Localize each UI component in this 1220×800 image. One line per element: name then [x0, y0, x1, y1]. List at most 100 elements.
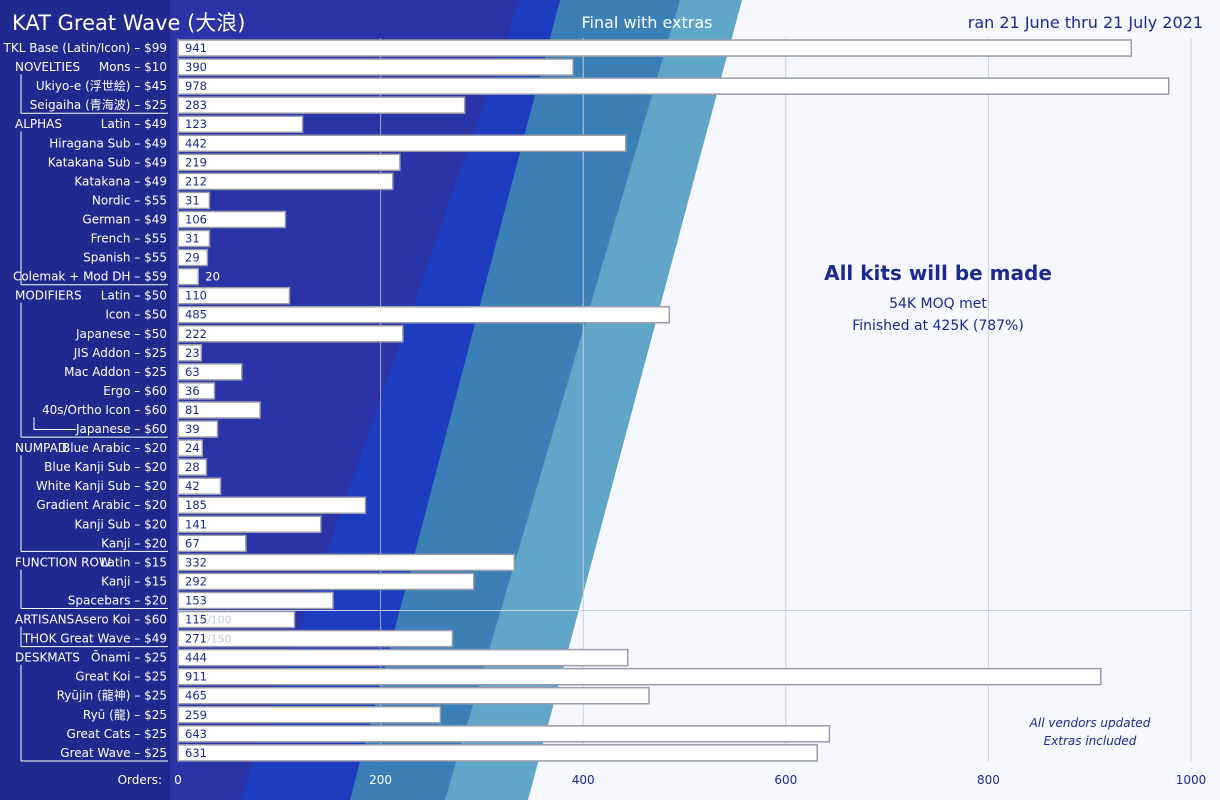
bar-value-label: 81: [185, 403, 200, 417]
row-label: Spanish – $55: [83, 251, 167, 265]
bar: [177, 267, 200, 286]
row-label: Ryū (龍) – $25: [83, 707, 167, 722]
bar-value-label: 29: [185, 251, 200, 265]
x-tick-label: 600: [774, 773, 797, 787]
group-label: ALPHAS: [15, 117, 62, 131]
bar-value-label: 63: [185, 365, 200, 379]
bar-value-label: 283: [185, 98, 207, 112]
bar-value-label: 24: [185, 441, 200, 455]
bar: [177, 706, 442, 724]
bar-row: 643 Great Cats – $25: [67, 725, 831, 743]
row-label: JIS Addon – $25: [73, 346, 167, 360]
footnote-line2: Extras included: [1044, 734, 1137, 748]
bar-value-label: 23: [185, 346, 200, 360]
annotation-headline: All kits will be made: [824, 261, 1052, 285]
bar: [177, 305, 671, 324]
bar: [177, 591, 334, 610]
row-label: Katakana Sub – $49: [48, 155, 167, 169]
bar-value-label: 978: [185, 79, 207, 93]
row-label: Gradient Arabic – $20: [36, 498, 167, 512]
bar-row: 23 JIS Addon – $25: [73, 344, 203, 362]
bar-value-label: 141: [185, 517, 207, 531]
row-label: Blue Arabic – $20: [62, 441, 167, 455]
bar-row: 36 Ergo – $60: [103, 382, 216, 400]
bar-value-label: 185: [185, 498, 207, 512]
bar-row: 106 German – $49: [82, 210, 287, 229]
bar-value-label: 106: [185, 212, 207, 226]
bar-row: 110 Latin – $50 MODIFIERS: [15, 286, 291, 305]
bar: [177, 629, 454, 648]
row-label: Katakana – $49: [74, 174, 167, 188]
bar: [177, 229, 211, 248]
bar: [177, 515, 322, 534]
bar-row: 31 French – $55: [91, 229, 211, 248]
bar: [177, 458, 208, 476]
bar-row: 81 40s/Ortho Icon – $60: [42, 401, 261, 419]
annotation-line2: Finished at 425K (787%): [852, 318, 1024, 334]
bar-value-label: 911: [185, 670, 207, 684]
bar-value-label: 643: [185, 727, 207, 741]
row-label: THOK Great Wave – $49: [22, 632, 167, 646]
bar-row: 631 Great Wave – $25: [60, 744, 818, 762]
bar: [177, 496, 367, 515]
bar-value-label: 20: [205, 270, 220, 284]
bar-row: 442 Hiragana Sub – $49: [49, 134, 627, 153]
group-label: FUNCTION ROW: [15, 555, 111, 569]
bar: [177, 667, 1102, 686]
bar: [177, 648, 629, 667]
bar: [177, 248, 209, 267]
bar-value-label: 941: [185, 41, 207, 55]
bar: [177, 420, 219, 438]
bar-value-label: 465: [185, 689, 207, 703]
bar: [177, 210, 287, 229]
bar: [177, 401, 261, 419]
bar-row: 20 Colemak + Mod DH – $59: [13, 267, 220, 286]
row-label: Kanji – $20: [101, 536, 167, 550]
bar: [177, 39, 1132, 57]
row-label: Blue Kanji Sub – $20: [44, 460, 167, 474]
bar: [177, 744, 818, 762]
row-label: Latin – $15: [101, 555, 167, 569]
group-label: NOVELTIES: [15, 60, 80, 74]
row-label: Japanese – $50: [75, 327, 167, 341]
bar-row: 42 White Kanji Sub – $20: [36, 477, 222, 495]
bar-value-label: 123: [185, 117, 207, 131]
x-axis-label: Orders:: [118, 773, 162, 787]
bar-row: 29 Spanish – $55: [83, 248, 209, 267]
row-label: Latin – $50: [101, 289, 167, 303]
group-label: DESKMATS: [15, 651, 80, 665]
bar-row: 39 Japanese – $60: [75, 420, 219, 438]
bar-value-label: 115/100: [185, 613, 232, 627]
bar-row: 222 Japanese – $50: [75, 325, 404, 343]
bar-value-label: 39: [185, 422, 200, 436]
bar: [177, 172, 394, 191]
bar-value-label: 222: [185, 327, 207, 341]
row-label: Japanese – $60: [75, 422, 167, 436]
bar-value-label: 485: [185, 308, 207, 322]
group-brackets: [20, 74, 168, 762]
bar: [177, 572, 475, 591]
bar-value-label: 259: [185, 708, 207, 722]
bar-row: 271/150 THOK Great Wave – $49: [22, 629, 454, 648]
bar-row: 212 Katakana – $49: [74, 172, 394, 191]
bar-row: 911 Great Koi – $25: [75, 667, 1102, 686]
row-label: Mac Addon – $25: [64, 365, 167, 379]
date-range: ran 21 June thru 21 July 2021: [968, 13, 1203, 32]
row-label: Mons – $10: [99, 60, 167, 74]
row-label: Kanji – $15: [101, 574, 167, 588]
bar-value-label: 390: [185, 60, 207, 74]
chart-subtitle: Final with extras: [581, 13, 712, 32]
bar-value-label: 271/150: [185, 632, 232, 646]
row-label: German – $49: [82, 212, 167, 226]
bar: [177, 686, 650, 705]
bar-value-label: 332: [185, 555, 207, 569]
row-label: Latin – $49: [101, 117, 167, 131]
bar-value-label: 219: [185, 155, 207, 169]
bar: [177, 382, 216, 400]
bar-value-label: 67: [185, 536, 200, 550]
bar-cap-label: /100: [207, 614, 232, 627]
row-label: Asero Koi – $60: [75, 613, 167, 627]
